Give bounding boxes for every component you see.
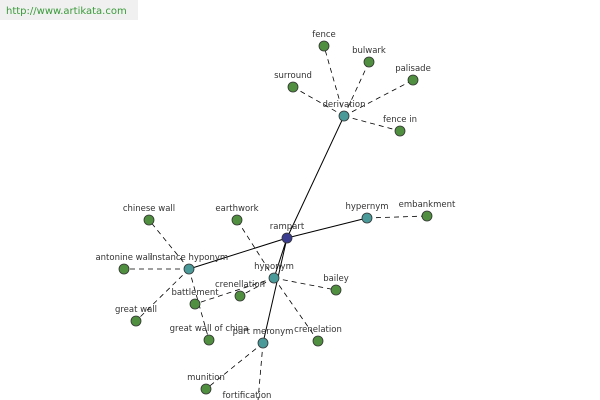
- relation-edge: [188, 237, 288, 270]
- word-edge: [148, 219, 190, 270]
- relation-edge: [286, 217, 368, 239]
- node-label: hypernym: [345, 202, 388, 212]
- word-node: [231, 214, 243, 226]
- word-node: [287, 81, 299, 93]
- edges: [124, 45, 428, 400]
- word-edge: [205, 342, 264, 390]
- node-label: instance hyponym: [150, 253, 228, 263]
- word-edge: [273, 277, 337, 291]
- node-label: fortification: [223, 391, 272, 400]
- node-label: palisade: [395, 64, 431, 74]
- relation-edge: [262, 237, 288, 344]
- node-label: bulwark: [352, 46, 386, 56]
- word-edge: [236, 219, 275, 279]
- relation-node: [268, 272, 280, 284]
- word-edge: [343, 79, 414, 117]
- node-label: part meronym: [233, 327, 294, 337]
- word-edge: [343, 61, 370, 117]
- node-label: great wall of china: [170, 324, 249, 334]
- word-node: [421, 210, 433, 222]
- word-node: [318, 40, 330, 52]
- node-label: chinese wall: [123, 204, 175, 214]
- word-edge: [135, 268, 190, 322]
- relation-node: [361, 212, 373, 224]
- node-label: rampart: [270, 222, 305, 232]
- url-box: [0, 0, 138, 20]
- node-label: fence: [312, 30, 336, 40]
- node-label: fence in: [383, 115, 417, 125]
- word-node: [234, 290, 246, 302]
- word-node: [407, 74, 419, 86]
- relation-edge: [273, 237, 288, 279]
- word-node: [130, 315, 142, 327]
- node-label: battlement: [171, 288, 219, 298]
- url[interactable]: http://www.artikata.com: [6, 6, 127, 17]
- node-label: embankment: [399, 200, 456, 210]
- relation-node: [183, 263, 195, 275]
- node-label: crenelation: [294, 325, 342, 335]
- relation-edge: [286, 115, 345, 239]
- word-node: [189, 298, 201, 310]
- word-node: [394, 125, 406, 137]
- word-node: [118, 263, 130, 275]
- word-node: [200, 383, 212, 395]
- node-label: crenellation: [215, 280, 265, 290]
- node-label: hyponym: [254, 262, 294, 272]
- node-label: bailey: [323, 274, 349, 284]
- relation-node: [338, 110, 350, 122]
- word-edge: [239, 277, 275, 297]
- node-label: munition: [187, 373, 225, 383]
- word-edge: [194, 277, 275, 305]
- node-label: derivation: [322, 100, 365, 110]
- node-label: earthwork: [215, 204, 258, 214]
- word-edge: [323, 45, 345, 117]
- relation-node: [257, 337, 269, 349]
- word-node: [312, 335, 324, 347]
- node-label: great wall: [115, 305, 157, 315]
- word-edge: [366, 215, 428, 219]
- word-node: [203, 334, 215, 346]
- word-node: [363, 56, 375, 68]
- word-edge: [257, 342, 264, 400]
- word-node: [330, 284, 342, 296]
- word-edge: [343, 115, 401, 132]
- node-label: surround: [274, 71, 312, 81]
- nodes: rampart derivation hypernym instance hypony…: [95, 30, 456, 400]
- word-edge: [273, 277, 319, 342]
- root-node: [281, 232, 293, 244]
- word-edge: [292, 86, 345, 117]
- node-label: antonine wall: [95, 253, 152, 263]
- word-node: [143, 214, 155, 226]
